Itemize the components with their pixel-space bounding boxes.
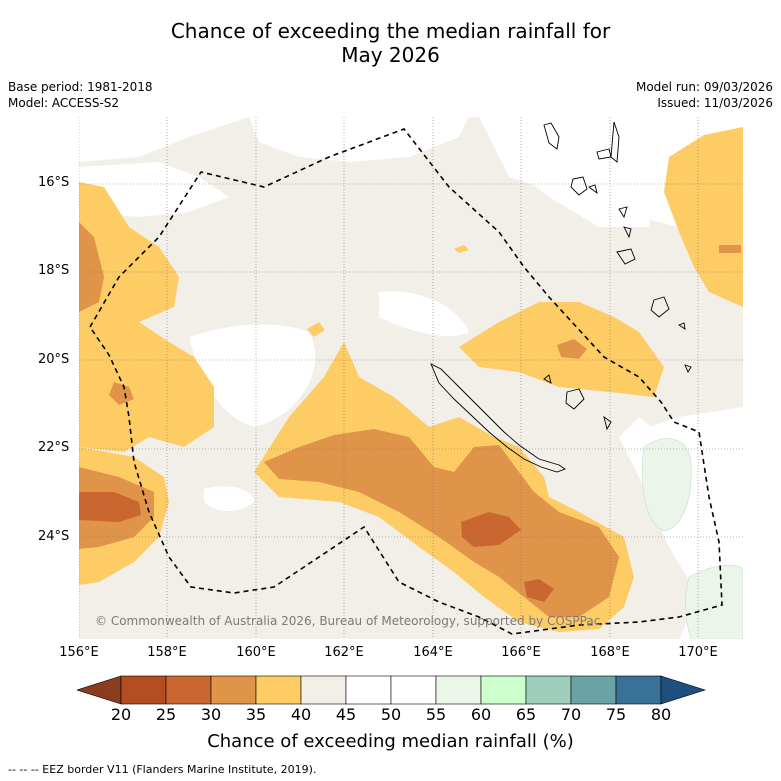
rainfall-map (79, 117, 743, 639)
region-25-30-southwest (79, 492, 141, 522)
region-30-35-west (79, 222, 104, 312)
region-white-2 (79, 162, 229, 217)
x-tick-156e: 156°E (59, 645, 99, 660)
region-25-30-south (524, 579, 554, 602)
region-white-1 (189, 324, 316, 427)
colorbar-tick-80: 80 (650, 705, 672, 724)
colorbar-segments (77, 675, 706, 705)
region-30-35-east (557, 339, 587, 359)
model-name: Model: ACCESS-S2 (8, 96, 120, 110)
colorbar-segment (300, 675, 347, 705)
x-tick-166e: 166°E (501, 645, 541, 660)
y-tick-22s: 22°S (38, 440, 70, 455)
colorbar-segment (165, 675, 212, 705)
colorbar-tick-20: 20 (110, 705, 132, 724)
x-tick-158e: 158°E (147, 645, 187, 660)
chart-title: Chance of exceeding the median rainfall … (0, 19, 781, 67)
region-55-60-a (641, 438, 692, 532)
colorbar-tick-25: 25 (155, 705, 177, 724)
graticule (79, 117, 743, 639)
colorbar-tick-55: 55 (425, 705, 447, 724)
colorbar-tick-50: 50 (380, 705, 402, 724)
issued-date: Issued: 11/03/2026 (657, 96, 773, 110)
colorbar-segment (210, 675, 257, 705)
colorbar-segment (480, 675, 527, 705)
region-white-3 (379, 291, 469, 337)
x-tick-162e: 162°E (324, 645, 364, 660)
colorbar-tick-45: 45 (335, 705, 357, 724)
new-caledonia-island (430, 363, 566, 473)
y-tick-18s: 18°S (38, 263, 70, 278)
vanuatu-islands (543, 121, 692, 373)
colorbar-segment (120, 675, 167, 705)
colorbar-tick-65: 65 (515, 705, 537, 724)
colorbar-segment (615, 675, 662, 705)
y-tick-16s: 16°S (38, 175, 70, 190)
colorbar-arrow-high (660, 675, 706, 705)
title-line-1: Chance of exceeding the median rainfall … (170, 19, 611, 43)
colorbar-tick-35: 35 (245, 705, 267, 724)
region-30-35-central (264, 429, 619, 617)
region-white-4 (249, 117, 469, 162)
x-tick-168e: 168°E (590, 645, 630, 660)
colorbar-segment (525, 675, 572, 705)
x-tick-170e: 170°E (678, 645, 718, 660)
colorbar-segment (255, 675, 302, 705)
region-55-60-b (685, 564, 743, 639)
colorbar-tick-40: 40 (290, 705, 312, 724)
base-period: Base period: 1981-2018 (8, 80, 153, 94)
colorbar-title: Chance of exceeding median rainfall (%) (207, 731, 574, 752)
x-tick-160e: 160°E (236, 645, 276, 660)
region-35-40-blob (307, 322, 325, 337)
region-25-30-central (461, 512, 521, 547)
colorbar (77, 675, 706, 705)
colorbar-segment (390, 675, 437, 705)
y-tick-24s: 24°S (38, 529, 70, 544)
title-line-2: May 2026 (341, 43, 440, 67)
region-white-7 (204, 486, 254, 512)
meta-left: Base period: 1981-2018 Model: ACCESS-S2 (8, 79, 153, 111)
colorbar-segment (435, 675, 482, 705)
y-tick-20s: 20°S (38, 352, 70, 367)
region-35-40-west (79, 182, 214, 452)
loyalty-islands (543, 374, 612, 431)
colorbar-arrow-low (77, 675, 122, 705)
eez-legend-note: -- -- -- EEZ border V11 (Flanders Marine… (8, 763, 317, 776)
colorbar-tick-75: 75 (605, 705, 627, 724)
region-35-40-northeast (664, 127, 743, 307)
colorbar-tick-60: 60 (470, 705, 492, 724)
colorbar-segment (345, 675, 392, 705)
region-white-5 (499, 117, 659, 227)
copyright-notice: © Commonwealth of Australia 2026, Bureau… (95, 614, 601, 628)
region-40-45 (79, 117, 743, 639)
region-30-35-northeast (719, 245, 741, 253)
model-run: Model run: 09/03/2026 (635, 80, 773, 94)
x-tick-164e: 164°E (413, 645, 453, 660)
meta-right: Model run: 09/03/2026 Issued: 11/03/2026 (636, 79, 773, 111)
region-30-35-blob (109, 382, 134, 405)
colorbar-segment (570, 675, 617, 705)
colorbar-tick-70: 70 (560, 705, 582, 724)
colorbar-tick-30: 30 (200, 705, 222, 724)
region-35-40-blob-2 (454, 245, 469, 253)
